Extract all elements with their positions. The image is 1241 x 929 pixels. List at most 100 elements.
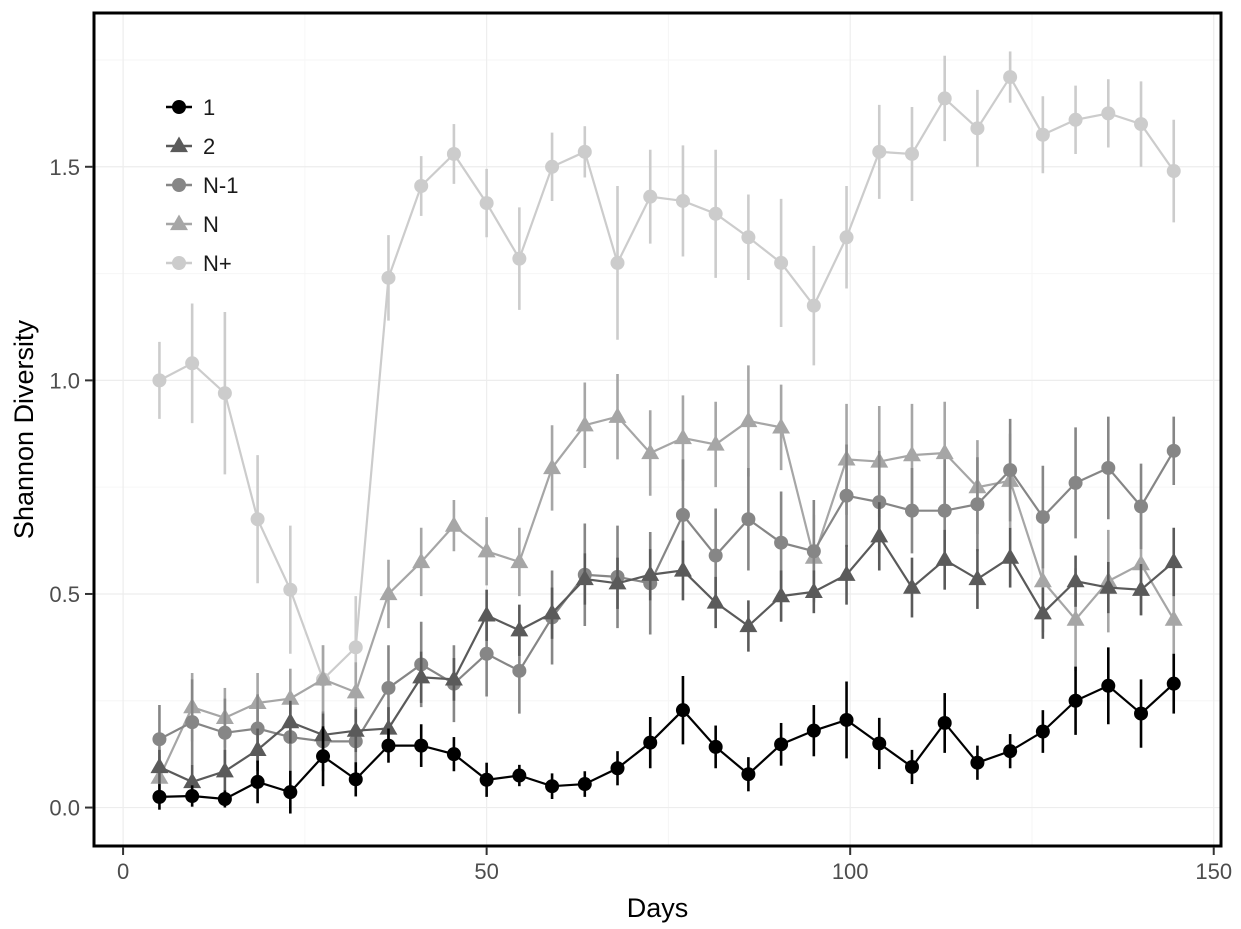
series-N+ (152, 51, 1181, 714)
legend-key-marker (172, 178, 186, 192)
x-tick-label: 150 (1195, 859, 1232, 884)
data-point (872, 144, 887, 159)
legend-label: 2 (203, 134, 215, 159)
data-point (904, 759, 919, 774)
legend-key-marker (172, 100, 186, 114)
data-point (510, 620, 529, 637)
y-axis-title: Shannon Diversity (9, 319, 39, 539)
data-point (739, 411, 758, 428)
panel-border (92, 11, 1223, 848)
data-point (150, 757, 169, 774)
data-point (1033, 571, 1052, 588)
data-point (446, 747, 461, 762)
data-point (970, 497, 985, 512)
data-point (1164, 610, 1183, 626)
data-point (381, 738, 396, 753)
y-tick-label: 0.5 (49, 582, 80, 607)
data-point (283, 785, 298, 800)
tick-labels: 0 50 100 150 0.0 0.5 1.0 1.5 (49, 155, 1232, 884)
data-point (477, 541, 496, 558)
data-point (414, 738, 429, 753)
data-point (937, 91, 952, 106)
data-point (708, 206, 723, 221)
data-point (1134, 117, 1149, 132)
grid (94, 13, 1221, 846)
series-N-1 (152, 416, 1181, 776)
data-point (903, 578, 921, 594)
data-point (412, 552, 431, 569)
data-point (904, 503, 919, 518)
legend: 1 2 N-1 N N+ (166, 95, 238, 276)
data-point (774, 255, 789, 270)
data-point (217, 725, 232, 740)
data-point (608, 407, 627, 423)
legend-key-marker (170, 214, 188, 231)
data-point (1003, 463, 1018, 478)
data-point (839, 488, 854, 503)
series-line (158, 450, 1175, 743)
data-point (444, 516, 463, 532)
data-point (348, 772, 363, 787)
data-point (1003, 70, 1018, 85)
data-point (839, 712, 854, 727)
y-tick-label: 1.0 (49, 368, 80, 393)
data-point (675, 507, 690, 522)
data-point (183, 772, 202, 789)
data-point (804, 582, 823, 598)
axis-ticks (85, 165, 1215, 855)
series-line (158, 415, 1175, 779)
data-point (512, 663, 527, 678)
data-point (381, 270, 396, 285)
data-point (935, 550, 954, 566)
data-point (314, 669, 333, 686)
data-point (708, 739, 723, 754)
data-point (1066, 610, 1085, 626)
data-point (152, 789, 167, 804)
data-point (381, 680, 396, 695)
data-point (1068, 693, 1083, 708)
data-point (870, 526, 889, 543)
data-point (250, 512, 265, 527)
data-point (479, 646, 494, 661)
data-point (1101, 460, 1116, 475)
data-point (610, 761, 625, 776)
y-tick-label: 0.0 (49, 796, 80, 821)
data-point (283, 582, 298, 597)
data-point (806, 723, 821, 738)
data-point (970, 121, 985, 136)
data-point (412, 667, 431, 684)
data-point (641, 443, 660, 460)
data-point (772, 417, 791, 434)
data-point (935, 443, 954, 460)
y-tick-label: 1.5 (49, 155, 80, 180)
data-point (575, 569, 594, 586)
data-point (185, 356, 200, 371)
data-point (479, 196, 494, 211)
legend-label: N-1 (203, 173, 238, 198)
data-point (608, 573, 627, 590)
data-point (414, 179, 429, 194)
data-point (903, 445, 921, 462)
data-point (1101, 678, 1116, 693)
data-point (937, 715, 952, 730)
data-point (806, 544, 821, 559)
data-point (673, 561, 692, 577)
data-point (512, 768, 527, 783)
x-tick-label: 0 (117, 859, 129, 884)
data-point (577, 144, 592, 159)
data-point (346, 682, 365, 699)
data-point (217, 386, 232, 401)
data-point (739, 616, 758, 633)
data-point (1035, 724, 1050, 739)
data-point (643, 735, 658, 750)
data-point (152, 732, 167, 747)
data-point (706, 593, 725, 609)
legend-item: N-1 (166, 173, 238, 198)
series-1 (152, 647, 1181, 814)
data-point (1164, 552, 1183, 569)
data-point (248, 740, 267, 757)
data-point (577, 777, 592, 792)
data-point (446, 146, 461, 161)
data-point (772, 586, 791, 603)
